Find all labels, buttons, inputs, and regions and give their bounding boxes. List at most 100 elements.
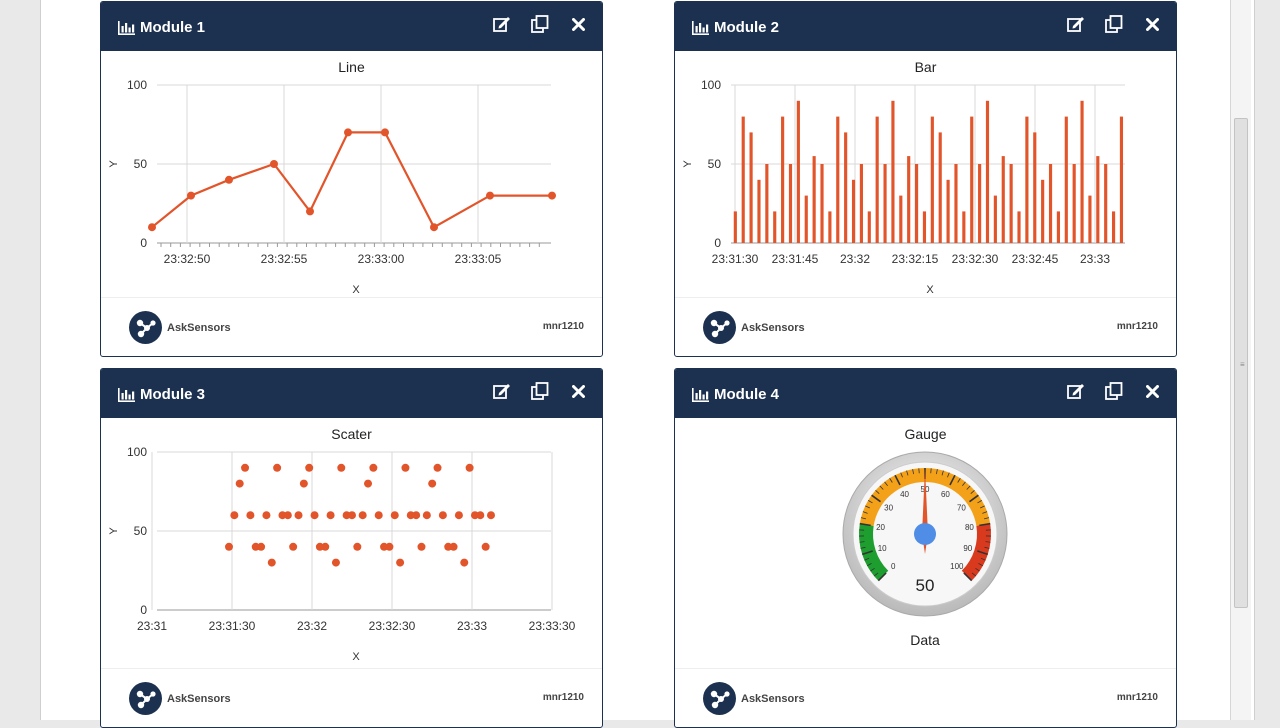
data-point[interactable] <box>460 559 468 567</box>
data-point[interactable] <box>268 559 276 567</box>
bar[interactable] <box>757 180 760 243</box>
data-point[interactable] <box>353 543 361 551</box>
bar[interactable] <box>923 211 926 243</box>
bar[interactable] <box>939 132 942 243</box>
bar[interactable] <box>986 101 989 243</box>
bar[interactable] <box>765 164 768 243</box>
data-point[interactable] <box>434 464 442 472</box>
bar[interactable] <box>781 117 784 243</box>
bar[interactable] <box>805 196 808 243</box>
close-button[interactable] <box>568 14 588 34</box>
data-point[interactable] <box>148 223 156 231</box>
data-point[interactable] <box>311 511 319 519</box>
bar[interactable] <box>931 117 934 243</box>
data-point[interactable] <box>187 192 195 200</box>
bar[interactable] <box>773 211 776 243</box>
data-point[interactable] <box>270 160 278 168</box>
bar[interactable] <box>813 156 816 243</box>
bar[interactable] <box>1025 117 1028 243</box>
bar[interactable] <box>1049 164 1052 243</box>
data-point[interactable] <box>327 511 335 519</box>
data-point[interactable] <box>385 543 393 551</box>
data-point[interactable] <box>344 128 352 136</box>
data-point[interactable] <box>300 480 308 488</box>
bar[interactable] <box>836 117 839 243</box>
data-point[interactable] <box>225 543 233 551</box>
bar[interactable] <box>1010 164 1013 243</box>
data-point[interactable] <box>423 511 431 519</box>
edit-button[interactable] <box>492 14 512 34</box>
data-point[interactable] <box>401 464 409 472</box>
data-point[interactable] <box>246 511 254 519</box>
bar[interactable] <box>742 117 745 243</box>
copy-button[interactable] <box>530 14 550 34</box>
copy-button[interactable] <box>530 381 550 401</box>
bar[interactable] <box>734 211 737 243</box>
bar[interactable] <box>899 196 902 243</box>
bar[interactable] <box>820 164 823 243</box>
close-button[interactable] <box>568 381 588 401</box>
bar[interactable] <box>962 211 965 243</box>
data-point[interactable] <box>359 511 367 519</box>
data-point[interactable] <box>375 511 383 519</box>
data-point[interactable] <box>369 464 377 472</box>
brand[interactable]: AskSensors <box>129 682 231 715</box>
data-point[interactable] <box>241 464 249 472</box>
data-point[interactable] <box>332 559 340 567</box>
data-point[interactable] <box>412 511 420 519</box>
bar[interactable] <box>868 211 871 243</box>
bar[interactable] <box>970 117 973 243</box>
data-point[interactable] <box>417 543 425 551</box>
brand[interactable]: AskSensors <box>703 311 805 344</box>
scrollbar-thumb[interactable]: ≡ <box>1234 118 1248 608</box>
data-point[interactable] <box>439 511 447 519</box>
bar[interactable] <box>954 164 957 243</box>
bar[interactable] <box>828 211 831 243</box>
bar[interactable] <box>1088 196 1091 243</box>
bar[interactable] <box>883 164 886 243</box>
bar[interactable] <box>947 180 950 243</box>
data-point[interactable] <box>348 511 356 519</box>
data-point[interactable] <box>284 511 292 519</box>
copy-button[interactable] <box>1104 14 1124 34</box>
data-point[interactable] <box>396 559 404 567</box>
bar[interactable] <box>789 164 792 243</box>
data-point[interactable] <box>230 511 238 519</box>
edit-button[interactable] <box>1066 381 1086 401</box>
data-point[interactable] <box>306 207 314 215</box>
bar[interactable] <box>860 164 863 243</box>
data-point[interactable] <box>364 480 372 488</box>
data-point[interactable] <box>455 511 463 519</box>
data-point[interactable] <box>487 511 495 519</box>
bar[interactable] <box>907 156 910 243</box>
copy-button[interactable] <box>1104 381 1124 401</box>
data-point[interactable] <box>450 543 458 551</box>
data-point[interactable] <box>236 480 244 488</box>
data-point[interactable] <box>466 464 474 472</box>
bar[interactable] <box>1096 156 1099 243</box>
vertical-scrollbar[interactable]: ≡ <box>1230 0 1251 720</box>
edit-button[interactable] <box>1066 14 1086 34</box>
bar[interactable] <box>915 164 918 243</box>
data-point[interactable] <box>391 511 399 519</box>
data-point[interactable] <box>225 176 233 184</box>
brand[interactable]: AskSensors <box>703 682 805 715</box>
data-point[interactable] <box>262 511 270 519</box>
bar[interactable] <box>994 196 997 243</box>
data-point[interactable] <box>257 543 265 551</box>
bar[interactable] <box>1033 132 1036 243</box>
bar[interactable] <box>1041 180 1044 243</box>
data-point[interactable] <box>381 128 389 136</box>
bar[interactable] <box>1073 164 1076 243</box>
bar[interactable] <box>1112 211 1115 243</box>
bar[interactable] <box>750 132 753 243</box>
edit-button[interactable] <box>492 381 512 401</box>
close-button[interactable] <box>1142 14 1162 34</box>
bar[interactable] <box>797 101 800 243</box>
data-point[interactable] <box>482 543 490 551</box>
data-point[interactable] <box>305 464 313 472</box>
data-point[interactable] <box>476 511 484 519</box>
data-point[interactable] <box>273 464 281 472</box>
data-point[interactable] <box>289 543 297 551</box>
bar[interactable] <box>978 164 981 243</box>
